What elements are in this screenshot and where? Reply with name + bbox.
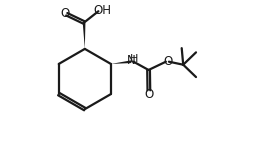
Polygon shape	[111, 60, 131, 64]
Text: N: N	[127, 54, 136, 67]
Text: O: O	[60, 7, 70, 21]
Polygon shape	[83, 22, 85, 49]
Text: O: O	[163, 55, 172, 68]
Text: O: O	[144, 88, 153, 101]
Text: H: H	[130, 54, 139, 64]
Text: OH: OH	[94, 4, 112, 17]
